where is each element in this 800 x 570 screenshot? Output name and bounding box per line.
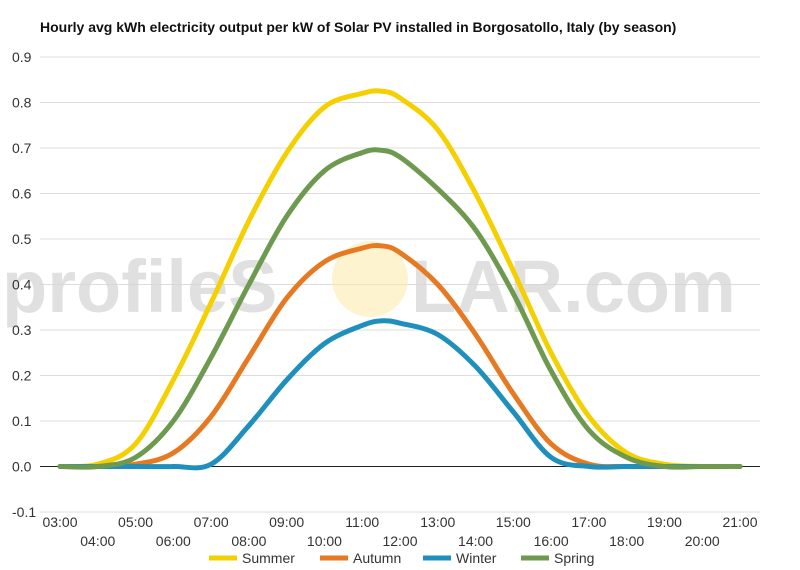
x-tick-label: 07:00 — [194, 514, 229, 530]
x-tick-label: 18:00 — [609, 533, 644, 549]
x-tick-label: 03:00 — [42, 514, 77, 530]
watermark-sun-icon — [332, 241, 408, 317]
legend-label-winter: Winter — [456, 550, 497, 566]
y-tick-label: 0.8 — [12, 95, 32, 111]
x-tick-label: 20:00 — [685, 533, 720, 549]
watermark-text-left: profileS — [2, 245, 277, 328]
series-line-summer — [57, 88, 743, 470]
y-tick-label: 0.0 — [12, 459, 32, 475]
y-tick-label: 0.7 — [12, 140, 32, 156]
axis-layer: 0.90.80.70.60.50.40.30.20.10.0-0.103:000… — [12, 49, 760, 549]
y-tick-label: 0.2 — [12, 368, 32, 384]
x-tick-label: 16:00 — [534, 533, 569, 549]
legend: Summer Autumn Winter Spring — [209, 550, 594, 566]
legend-label-spring: Spring — [554, 550, 594, 566]
x-tick-label: 19:00 — [647, 514, 682, 530]
y-tick-label: 0.5 — [12, 231, 32, 247]
x-tick-label: 10:00 — [307, 533, 342, 549]
watermark-text-right: LAR.com — [411, 245, 736, 328]
x-tick-label: 09:00 — [269, 514, 304, 530]
x-tick-label: 04:00 — [80, 533, 115, 549]
x-tick-label: 14:00 — [458, 533, 493, 549]
y-tick-label: 0.9 — [12, 49, 32, 65]
x-tick-label: 06:00 — [156, 533, 191, 549]
x-tick-label: 15:00 — [496, 514, 531, 530]
x-tick-label: 12:00 — [382, 533, 417, 549]
x-tick-label: 11:00 — [345, 514, 379, 530]
y-tick-label: 0.3 — [12, 322, 32, 338]
series-line-winter — [57, 318, 743, 471]
x-tick-label: 21:00 — [722, 514, 757, 530]
series-layer — [57, 88, 743, 471]
x-tick-label: 05:00 — [118, 514, 153, 530]
watermark: profileS LAR.com — [2, 241, 736, 328]
series-line-spring — [57, 147, 743, 470]
y-tick-label: 0.6 — [12, 186, 32, 202]
x-tick-label: 08:00 — [231, 533, 266, 549]
chart-title: Hourly avg kWh electricity output per kW… — [40, 19, 677, 35]
x-tick-label: 13:00 — [420, 514, 455, 530]
legend-label-summer: Summer — [242, 550, 295, 566]
x-tick-label: 17:00 — [571, 514, 606, 530]
legend-label-autumn: Autumn — [353, 550, 401, 566]
y-tick-label: 0.4 — [12, 277, 32, 293]
grid-layer — [40, 56, 760, 513]
y-tick-label: -0.1 — [12, 504, 36, 520]
y-tick-label: 0.1 — [12, 413, 32, 429]
